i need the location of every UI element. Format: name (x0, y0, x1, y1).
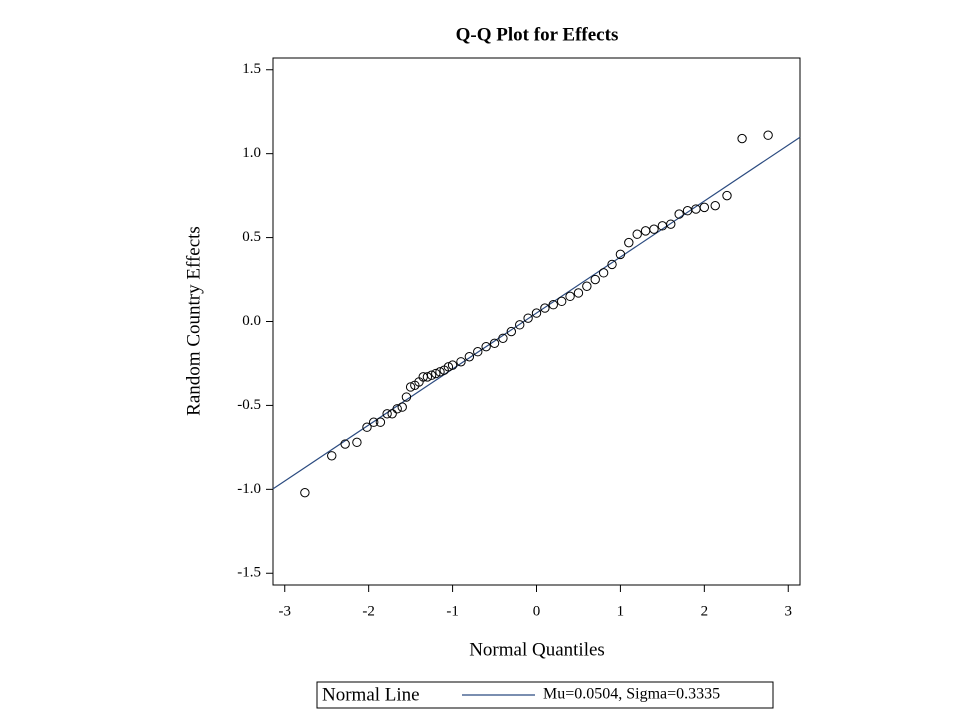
point (300, 487, 310, 498)
point (375, 417, 386, 427)
x-tick-label: 0 (533, 603, 541, 619)
point (340, 439, 350, 449)
point (405, 382, 416, 392)
point (674, 209, 684, 219)
point (392, 404, 402, 414)
point (737, 133, 747, 144)
plot-frame (272, 57, 801, 586)
x-tick-label: -2 (362, 603, 375, 619)
point (540, 303, 550, 313)
point (515, 320, 525, 330)
point (473, 347, 483, 357)
point (548, 300, 558, 310)
x-tick-label: 3 (785, 603, 793, 619)
point (763, 130, 773, 140)
x-tick-label: 2 (701, 603, 709, 619)
x-axis-label: Normal Quantiles (469, 639, 605, 660)
x-tick-label: -1 (446, 603, 459, 619)
point (422, 372, 433, 382)
point (435, 367, 445, 377)
point (387, 409, 397, 419)
y-tick-label: 0.5 (242, 229, 261, 245)
point (397, 402, 407, 412)
point (443, 362, 454, 372)
point (722, 190, 732, 201)
point (464, 352, 475, 362)
point (498, 333, 508, 343)
y-tick-label: -0.5 (237, 397, 261, 413)
chart-title: Q-Q Plot for Effects (456, 24, 619, 45)
point (447, 360, 458, 370)
point (624, 237, 634, 248)
legend-label: Mu=0.0504, Sigma=0.3335 (543, 686, 720, 703)
point (699, 202, 710, 213)
point (607, 259, 617, 270)
y-tick-label: 0.0 (242, 313, 261, 329)
point (556, 296, 567, 307)
point (590, 274, 600, 285)
point (640, 226, 651, 236)
point (382, 409, 392, 419)
y-tick-label: -1.5 (237, 565, 261, 581)
point (632, 229, 642, 239)
point (327, 451, 337, 461)
point (710, 200, 720, 211)
point (573, 288, 584, 298)
point (352, 437, 362, 448)
point (489, 338, 500, 349)
y-tick-label: 1.0 (242, 145, 261, 161)
point (506, 326, 517, 337)
point (431, 368, 441, 379)
point (531, 308, 542, 318)
legend-box (316, 681, 774, 709)
point (362, 422, 372, 432)
point (523, 313, 533, 323)
x-tick-label: -3 (278, 603, 291, 619)
y-tick-label: -1.0 (237, 481, 261, 497)
point (401, 392, 412, 402)
point (582, 281, 592, 291)
point (649, 224, 659, 234)
point (481, 341, 491, 352)
point (456, 357, 466, 367)
point (426, 370, 437, 380)
x-tick-label: 1 (617, 603, 625, 619)
legend-title: Normal Line (322, 684, 420, 705)
point (615, 249, 626, 260)
y-tick-label: 1.5 (242, 61, 261, 77)
point (369, 417, 379, 427)
normal-line (272, 136, 801, 490)
point (565, 291, 575, 302)
y-axis-label: Random Country Effects (183, 226, 204, 416)
point (598, 268, 609, 278)
point (666, 219, 676, 229)
